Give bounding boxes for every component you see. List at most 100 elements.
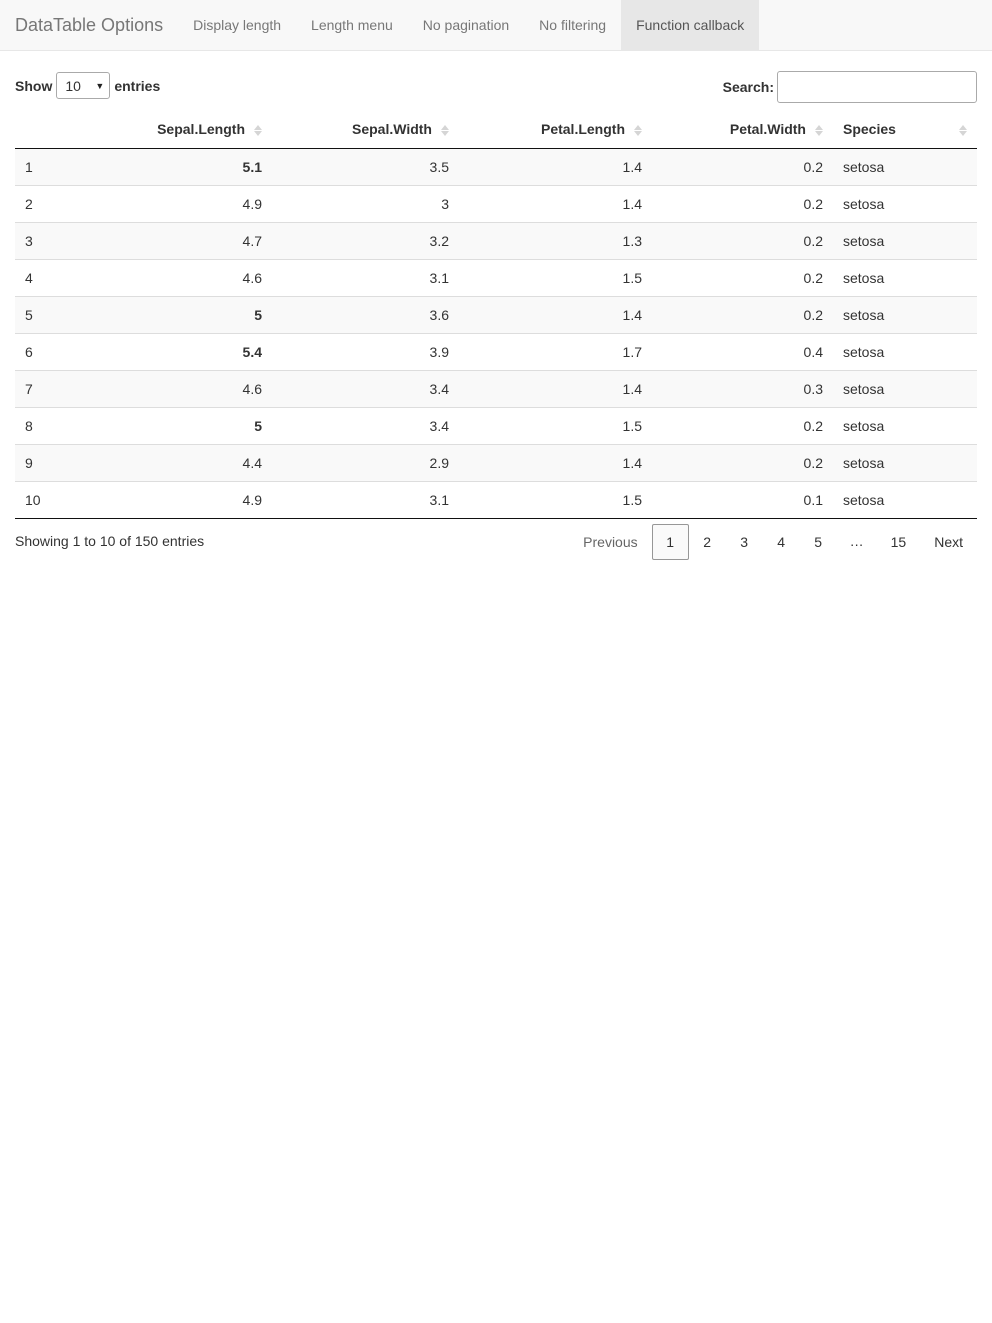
cell-petal-width: 0.3: [652, 369, 833, 407]
cell-petal-width: 0.2: [652, 148, 833, 185]
cell-petal-length: 1.7: [459, 332, 652, 370]
cell-sepal-length: 4.9: [75, 480, 272, 519]
column-header-sepal-width[interactable]: Sepal.Width: [272, 111, 459, 149]
cell-species: setosa: [833, 258, 977, 296]
bottom-controls: Showing 1 to 10 of 150 entries Previous …: [15, 519, 977, 569]
cell-index: 10: [15, 480, 75, 519]
page-button-15[interactable]: 15: [890, 533, 907, 550]
search-input[interactable]: [777, 71, 977, 103]
cell-petal-width: 0.4: [652, 332, 833, 370]
column-header-sepal-length[interactable]: Sepal.Length: [75, 111, 272, 149]
table-row: 10 4.9 3.1 1.5 0.1 setosa: [15, 480, 977, 519]
cell-sepal-length: 4.4: [75, 443, 272, 481]
column-header-label: Species: [843, 121, 896, 138]
cell-index: 6: [15, 332, 75, 370]
column-header-petal-width[interactable]: Petal.Width: [652, 111, 833, 149]
top-controls: Show 10 ▼ entries Search:: [15, 51, 977, 111]
table-row: 4 4.6 3.1 1.5 0.2 setosa: [15, 258, 977, 296]
cell-species: setosa: [833, 406, 977, 444]
cell-species: setosa: [833, 480, 977, 519]
search-control: Search:: [723, 71, 977, 103]
search-label: Search:: [722, 79, 774, 95]
table-info: Showing 1 to 10 of 150 entries: [15, 532, 205, 549]
page-button-3[interactable]: 3: [740, 533, 749, 550]
cell-petal-width: 0.2: [652, 184, 833, 222]
cell-species: setosa: [833, 295, 977, 333]
nav-item-display-length[interactable]: Display length: [193, 17, 282, 33]
cell-species: setosa: [833, 221, 977, 259]
cell-index: 4: [15, 258, 75, 296]
cell-index: 7: [15, 369, 75, 407]
cell-petal-width: 0.2: [652, 443, 833, 481]
previous-button[interactable]: Previous: [583, 533, 638, 550]
nav-item-no-filtering[interactable]: No filtering: [539, 17, 607, 33]
cell-species: setosa: [833, 443, 977, 481]
cell-species: setosa: [833, 184, 977, 222]
column-header-label: Petal.Width: [729, 121, 806, 138]
cell-petal-length: 1.4: [459, 184, 652, 222]
show-label: Show: [15, 77, 53, 94]
sort-icon: [441, 122, 449, 138]
sort-icon: [959, 122, 967, 138]
cell-index: 1: [15, 148, 75, 185]
cell-petal-length: 1.5: [459, 406, 652, 444]
cell-sepal-length: 4.6: [75, 369, 272, 407]
table-row: 3 4.7 3.2 1.3 0.2 setosa: [15, 221, 977, 259]
table-row: 8 5 3.4 1.5 0.2 setosa: [15, 406, 977, 444]
cell-petal-width: 0.2: [652, 221, 833, 259]
table-row: 2 4.9 3 1.4 0.2 setosa: [15, 184, 977, 222]
column-header-label: Sepal.Length: [157, 121, 245, 138]
page-button-1[interactable]: 1: [651, 523, 689, 560]
cell-index: 3: [15, 221, 75, 259]
cell-petal-width: 0.2: [652, 258, 833, 296]
next-button[interactable]: Next: [934, 533, 963, 550]
cell-index: 5: [15, 295, 75, 333]
cell-sepal-width: 3.2: [272, 221, 459, 259]
navbar: DataTable Options Display length Length …: [0, 0, 992, 51]
cell-index: 8: [15, 406, 75, 444]
cell-petal-length: 1.3: [459, 221, 652, 259]
cell-sepal-width: 3.9: [272, 332, 459, 370]
cell-sepal-width: 3: [272, 184, 459, 222]
cell-petal-width: 0.2: [652, 406, 833, 444]
length-select-value: 10: [65, 77, 81, 94]
cell-petal-length: 1.5: [459, 480, 652, 519]
cell-sepal-length: 5: [75, 295, 272, 333]
cell-sepal-width: 3.1: [272, 258, 459, 296]
data-table: Sepal.Length Sepal.Width Petal.Length Pe…: [15, 111, 977, 519]
cell-sepal-width: 3.5: [272, 148, 459, 185]
cell-sepal-width: 3.4: [272, 369, 459, 407]
sort-icon: [634, 122, 642, 138]
column-header-index[interactable]: [15, 111, 75, 149]
cell-petal-length: 1.4: [459, 148, 652, 185]
navbar-brand[interactable]: DataTable Options: [15, 15, 164, 35]
cell-species: setosa: [833, 148, 977, 185]
cell-sepal-length: 4.6: [75, 258, 272, 296]
nav-item-length-menu[interactable]: Length menu: [311, 17, 393, 33]
page-button-5[interactable]: 5: [814, 533, 823, 550]
pagination-ellipsis: …: [849, 532, 864, 549]
cell-index: 2: [15, 184, 75, 222]
page-button-4[interactable]: 4: [777, 533, 786, 550]
nav-item-no-pagination[interactable]: No pagination: [422, 17, 510, 33]
column-header-label: Sepal.Width: [352, 121, 432, 138]
length-select[interactable]: 10 ▼: [56, 72, 111, 99]
column-header-petal-length[interactable]: Petal.Length: [459, 111, 652, 149]
nav-item-function-callback[interactable]: Function callback: [621, 0, 760, 50]
entries-label: entries: [114, 77, 161, 94]
page-button-2[interactable]: 2: [703, 533, 712, 550]
table-row: 6 5.4 3.9 1.7 0.4 setosa: [15, 332, 977, 370]
column-header-species[interactable]: Species: [833, 111, 977, 149]
cell-sepal-width: 3.6: [272, 295, 459, 333]
cell-petal-length: 1.4: [459, 295, 652, 333]
cell-sepal-length: 5: [75, 406, 272, 444]
table-row: 9 4.4 2.9 1.4 0.2 setosa: [15, 443, 977, 481]
chevron-down-icon: ▼: [95, 80, 105, 91]
datatable-wrapper: Show 10 ▼ entries Search: Sepal.Lengt: [0, 51, 992, 569]
cell-sepal-length: 4.7: [75, 221, 272, 259]
cell-sepal-width: 3.4: [272, 406, 459, 444]
sort-icon: [815, 122, 823, 138]
sort-icon: [254, 122, 262, 138]
cell-petal-length: 1.4: [459, 369, 652, 407]
table-header-row: Sepal.Length Sepal.Width Petal.Length Pe…: [15, 111, 977, 149]
